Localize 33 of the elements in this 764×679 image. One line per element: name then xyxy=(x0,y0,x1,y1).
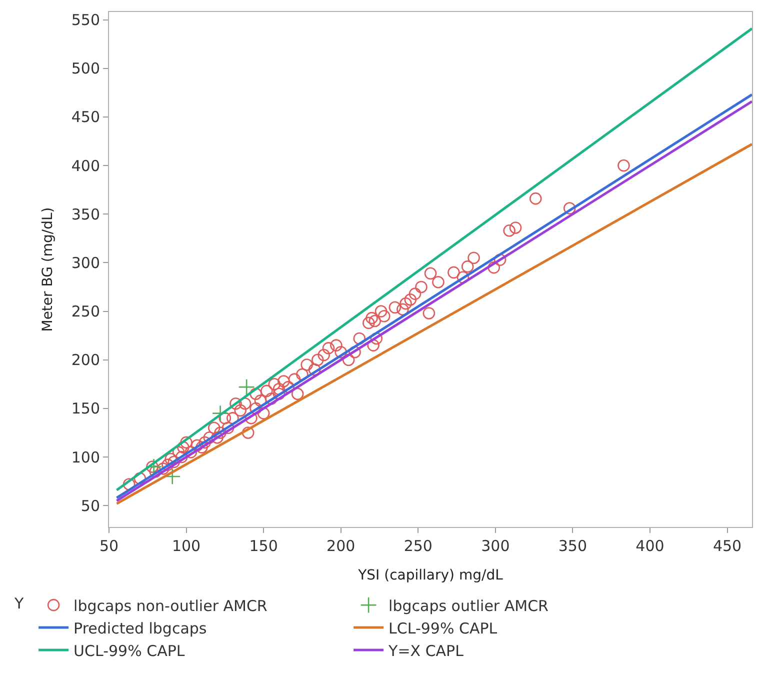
point xyxy=(212,404,229,422)
legend-label: Y=X CAPL xyxy=(388,642,464,660)
legend-label: UCL-99% CAPL xyxy=(74,642,186,660)
x-tick-label: 400 xyxy=(636,537,664,555)
legend-title: Y xyxy=(14,594,25,612)
y-tick-label: 150 xyxy=(71,400,100,418)
y-tick-label: 100 xyxy=(71,448,100,466)
point xyxy=(145,458,162,476)
legend-label: lbgcaps non-outlier AMCR xyxy=(74,596,268,615)
y-tick-label: 250 xyxy=(71,302,100,321)
x-tick-label: 250 xyxy=(404,537,432,555)
x-tick-label: 300 xyxy=(481,537,510,555)
legend-label: Predicted lbgcaps xyxy=(74,619,207,638)
y-tick-label: 450 xyxy=(71,108,100,126)
y-tick-label: 300 xyxy=(71,254,100,272)
y-tick-label: 350 xyxy=(71,205,100,224)
legend-label: LCL-99% CAPL xyxy=(388,619,498,638)
x-tick-label: 150 xyxy=(249,537,278,555)
point xyxy=(238,378,255,396)
y-tick-label: 500 xyxy=(71,60,100,78)
y-tick-label: 400 xyxy=(71,156,100,175)
x-tick-label: 450 xyxy=(712,537,742,555)
x-tick-label: 200 xyxy=(326,537,356,555)
x-axis-title: YSI (capillary) mg/dL xyxy=(357,567,504,584)
point xyxy=(164,468,181,485)
x-tick-label: 350 xyxy=(558,537,588,555)
y-tick-label: 550 xyxy=(71,11,100,30)
x-tick-label: 50 xyxy=(99,537,119,555)
y-tick-label: 50 xyxy=(80,496,100,515)
legend-label: lbgcaps outlier AMCR xyxy=(388,596,548,615)
x-tick-label: 100 xyxy=(172,537,201,555)
y-tick-label: 200 xyxy=(71,351,100,370)
y-axis-title: Meter BG (mg/dL) xyxy=(40,207,56,332)
